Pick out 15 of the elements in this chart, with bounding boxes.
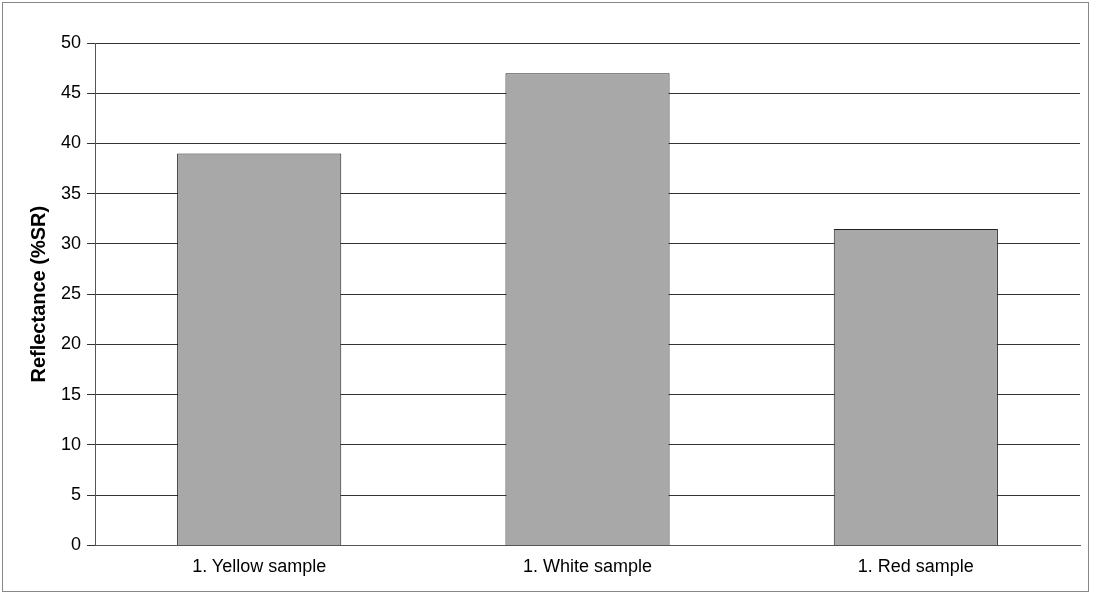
x-tick-label: 1. Yellow sample <box>192 556 327 577</box>
y-tick-label: 25 <box>60 283 82 304</box>
y-tick-label: 15 <box>60 383 82 404</box>
y-tick-label: 5 <box>71 484 82 505</box>
x-tick-label: 1. White sample <box>522 556 653 577</box>
y-tick-label: 30 <box>60 232 82 253</box>
y-tick-label: 0 <box>71 534 82 555</box>
y-tick-label: 10 <box>60 433 82 454</box>
y-tick-label: 35 <box>60 182 82 203</box>
y-tick-label: 50 <box>60 31 82 52</box>
y-tick-label: 45 <box>60 82 82 103</box>
y-tick-label: 40 <box>60 132 82 153</box>
x-tick-label: 1. Red sample <box>857 556 974 577</box>
y-tick-label: 20 <box>60 333 82 354</box>
y-axis-title: Reflectance (%SR) <box>26 205 49 383</box>
